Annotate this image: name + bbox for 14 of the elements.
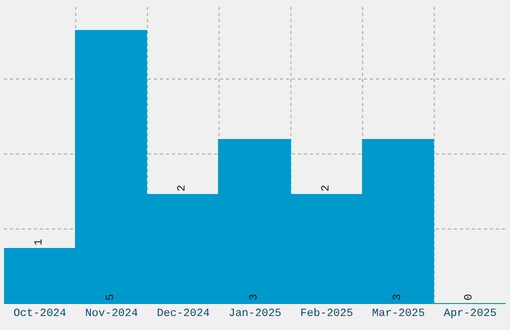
x-tick-label: Dec-2024	[156, 308, 210, 320]
data-label: 1	[34, 238, 46, 246]
x-tick-label: Jan-2025	[228, 308, 282, 320]
data-label: 3	[248, 294, 260, 300]
x-tick-label: Nov-2024	[85, 308, 138, 320]
x-tick-label: Apr-2025	[444, 308, 497, 320]
data-label: 0	[464, 294, 476, 300]
data-label: 2	[176, 184, 188, 192]
x-tick-label: Mar-2025	[372, 308, 425, 320]
x-tick-label: Feb-2025	[300, 308, 354, 320]
data-label: 2	[320, 184, 332, 192]
data-label: 3	[392, 294, 404, 300]
x-tick-label: Oct-2024	[13, 308, 67, 320]
data-label: 5	[105, 294, 117, 300]
